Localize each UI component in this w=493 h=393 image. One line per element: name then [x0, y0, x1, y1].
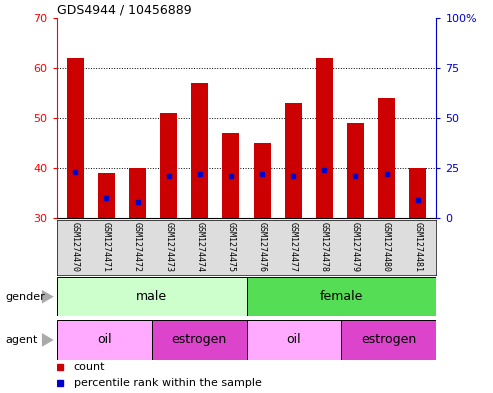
Text: GSM1274475: GSM1274475 [226, 222, 236, 272]
Text: percentile rank within the sample: percentile rank within the sample [74, 378, 262, 388]
Bar [191, 83, 209, 218]
Text: GSM1274473: GSM1274473 [164, 222, 173, 272]
Text: GDS4944 / 10456889: GDS4944 / 10456889 [57, 4, 191, 17]
Text: GSM1274474: GSM1274474 [195, 222, 204, 272]
Bar [246, 320, 341, 360]
Bar [57, 320, 152, 360]
Bar [316, 58, 333, 218]
Bar [67, 58, 84, 218]
Polygon shape [42, 333, 54, 347]
Polygon shape [42, 290, 54, 303]
Text: GSM1274476: GSM1274476 [257, 222, 267, 272]
Bar [284, 103, 302, 218]
Bar [246, 277, 436, 316]
Text: oil: oil [97, 333, 111, 347]
Text: gender: gender [5, 292, 45, 302]
Bar [98, 173, 115, 218]
Bar [152, 320, 246, 360]
Text: oil: oil [286, 333, 301, 347]
Text: GSM1274472: GSM1274472 [133, 222, 142, 272]
Text: agent: agent [5, 335, 37, 345]
Bar [57, 277, 246, 316]
Text: count: count [74, 362, 106, 373]
Text: GSM1274478: GSM1274478 [320, 222, 329, 272]
Bar [378, 98, 395, 218]
Text: estrogen: estrogen [361, 333, 417, 347]
Text: GSM1274477: GSM1274477 [289, 222, 298, 272]
Bar [253, 143, 271, 218]
Text: GSM1274481: GSM1274481 [413, 222, 422, 272]
Bar [222, 133, 240, 218]
Bar [129, 168, 146, 218]
Text: male: male [136, 290, 167, 303]
Text: GSM1274480: GSM1274480 [382, 222, 391, 272]
Text: estrogen: estrogen [172, 333, 227, 347]
Text: GSM1274471: GSM1274471 [102, 222, 111, 272]
Text: female: female [320, 290, 363, 303]
Bar [347, 123, 364, 218]
Text: GSM1274470: GSM1274470 [71, 222, 80, 272]
Text: GSM1274479: GSM1274479 [351, 222, 360, 272]
Bar [160, 113, 177, 218]
Bar [409, 168, 426, 218]
Bar [341, 320, 436, 360]
